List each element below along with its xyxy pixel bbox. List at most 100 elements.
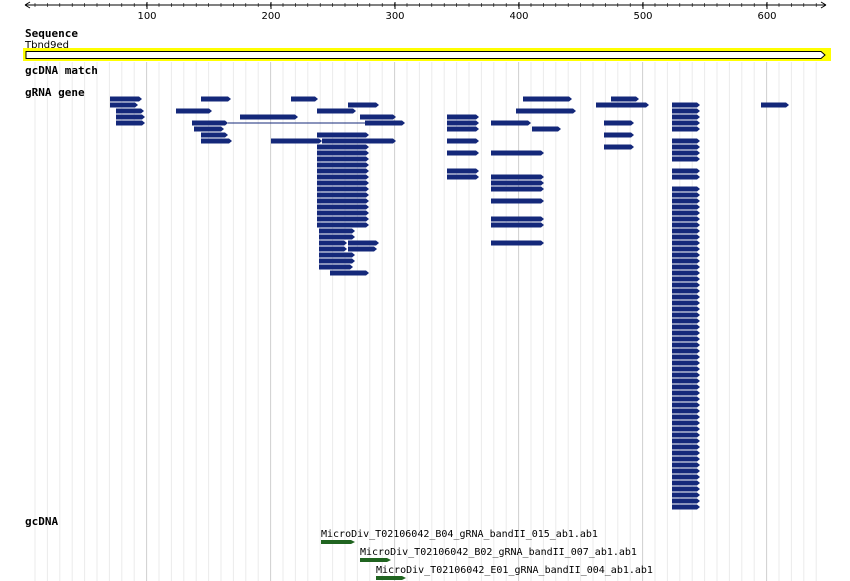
grna-feature[interactable] [672,228,700,234]
grna-feature[interactable] [116,108,144,114]
grna-feature[interactable] [672,204,700,210]
grna-feature[interactable] [672,330,700,336]
grna-feature[interactable] [672,294,700,300]
grna-feature[interactable] [319,264,353,270]
grna-feature[interactable] [604,144,634,150]
grna-feature[interactable] [201,138,232,144]
grna-feature[interactable] [317,222,369,228]
grna-feature[interactable] [317,162,369,168]
grna-feature[interactable] [110,96,142,102]
grna-feature[interactable] [672,102,700,108]
grna-feature[interactable] [317,186,369,192]
grna-feature[interactable] [672,414,700,420]
grna-feature[interactable] [672,108,700,114]
grna-feature[interactable] [365,120,405,126]
grna-feature[interactable] [317,204,369,210]
grna-feature[interactable] [672,276,700,282]
grna-feature[interactable] [672,312,700,318]
grna-feature[interactable] [317,132,369,138]
grna-feature[interactable] [319,228,355,234]
grna-feature[interactable] [672,318,700,324]
grna-feature[interactable] [672,426,700,432]
grna-feature[interactable] [447,138,479,144]
grna-feature[interactable] [672,240,700,246]
grna-feature[interactable] [317,108,356,114]
grna-feature[interactable] [317,174,369,180]
grna-feature[interactable] [672,300,700,306]
grna-feature[interactable] [201,96,231,102]
grna-feature[interactable] [672,378,700,384]
grna-feature[interactable] [672,186,700,192]
grna-feature[interactable] [447,174,479,180]
grna-feature[interactable] [672,282,700,288]
grna-feature[interactable] [672,486,700,492]
grna-feature[interactable] [672,390,700,396]
grna-feature[interactable] [672,174,700,180]
grna-feature[interactable] [322,138,396,144]
grna-feature[interactable] [491,198,544,204]
grna-feature[interactable] [672,258,700,264]
grna-feature[interactable] [672,432,700,438]
grna-feature[interactable] [317,210,369,216]
grna-feature[interactable] [672,168,700,174]
grna-feature[interactable] [116,120,145,126]
grna-feature[interactable] [317,150,369,156]
grna-feature[interactable] [672,270,700,276]
grna-feature[interactable] [672,360,700,366]
grna-feature[interactable] [491,186,544,192]
grna-feature[interactable] [672,234,700,240]
grna-feature[interactable] [672,246,700,252]
grna-feature[interactable] [672,348,700,354]
grna-feature[interactable] [611,96,639,102]
read-feature[interactable] [321,540,355,544]
grna-feature[interactable] [672,504,700,510]
grna-feature[interactable] [672,252,700,258]
grna-feature[interactable] [672,354,700,360]
grna-feature[interactable] [192,120,228,126]
grna-feature[interactable] [491,222,544,228]
grna-feature[interactable] [447,126,479,132]
grna-feature[interactable] [672,114,700,120]
grna-feature[interactable] [240,114,298,120]
grna-feature[interactable] [447,168,479,174]
grna-feature[interactable] [672,150,700,156]
read-feature[interactable] [376,576,406,580]
grna-feature[interactable] [672,402,700,408]
grna-feature[interactable] [672,210,700,216]
grna-feature[interactable] [491,240,544,246]
sequence-bar[interactable] [25,51,826,59]
grna-feature[interactable] [447,120,479,126]
grna-feature[interactable] [672,438,700,444]
grna-feature[interactable] [672,156,700,162]
grna-feature[interactable] [672,126,700,132]
grna-feature[interactable] [491,174,544,180]
grna-feature[interactable] [491,216,544,222]
grna-feature[interactable] [604,120,634,126]
grna-feature[interactable] [330,270,369,276]
grna-feature[interactable] [110,102,138,108]
grna-feature[interactable] [348,102,379,108]
grna-feature[interactable] [672,306,700,312]
grna-feature[interactable] [317,198,369,204]
grna-feature[interactable] [319,240,347,246]
grna-feature[interactable] [317,192,369,198]
grna-feature[interactable] [319,234,355,240]
grna-feature[interactable] [317,180,369,186]
grna-feature[interactable] [319,258,355,264]
grna-feature[interactable] [672,408,700,414]
grna-feature[interactable] [672,480,700,486]
grna-feature[interactable] [672,342,700,348]
grna-feature[interactable] [672,420,700,426]
grna-feature[interactable] [604,132,634,138]
grna-feature[interactable] [672,474,700,480]
grna-feature[interactable] [317,144,369,150]
grna-feature[interactable] [348,246,377,252]
grna-feature[interactable] [672,336,700,342]
grna-feature[interactable] [317,156,369,162]
grna-feature[interactable] [194,126,224,132]
grna-feature[interactable] [491,150,544,156]
grna-feature[interactable] [761,102,789,108]
grna-feature[interactable] [672,450,700,456]
grna-feature[interactable] [491,120,531,126]
grna-feature[interactable] [176,108,212,114]
